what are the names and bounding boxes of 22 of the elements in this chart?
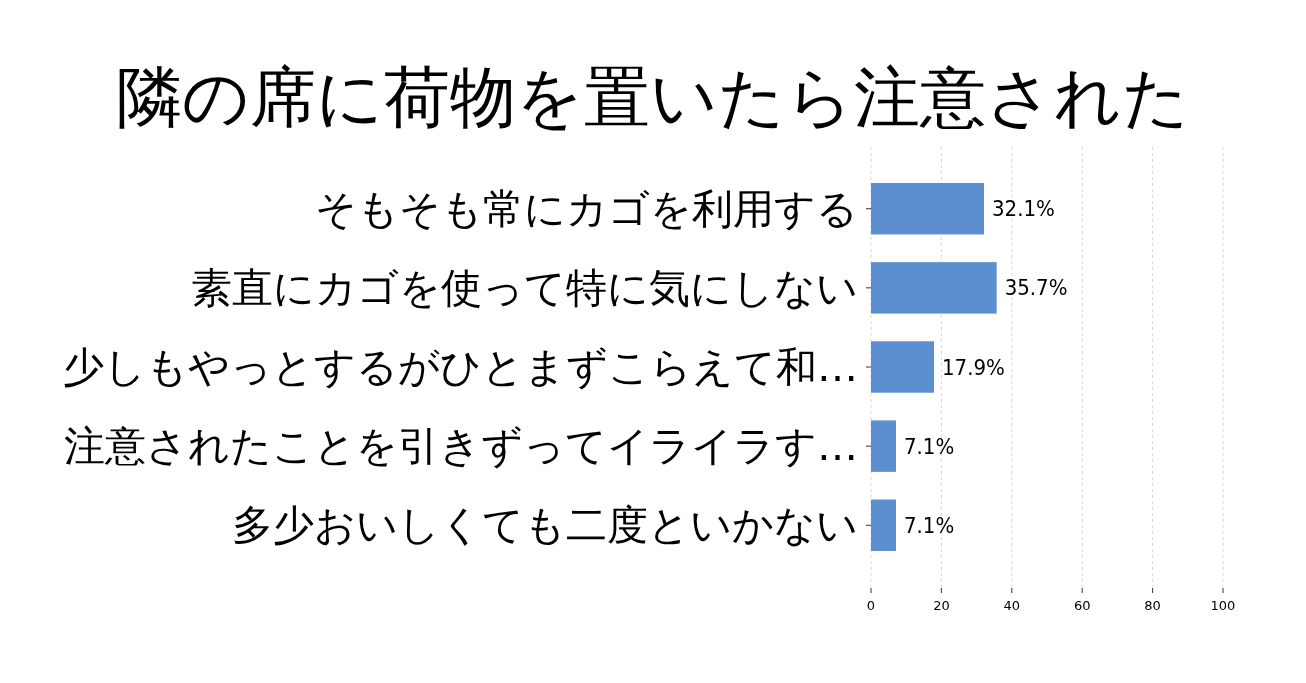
data-label: 32.1% bbox=[991, 196, 1055, 222]
bar bbox=[871, 262, 997, 314]
data-label: 7.1% bbox=[903, 433, 955, 459]
bar bbox=[871, 183, 984, 235]
data-label: 17.9% bbox=[942, 354, 1005, 380]
y-tick-label: 少しもやっとするがひとまずこらえて和… bbox=[63, 343, 858, 391]
bar bbox=[871, 499, 896, 551]
bar bbox=[871, 341, 935, 393]
x-tick-label: 20 bbox=[933, 598, 950, 613]
x-tick-label: 40 bbox=[1003, 598, 1021, 613]
y-tick-label: そもそも常にカゴを利用する bbox=[315, 184, 858, 233]
x-tick-label: 60 bbox=[1073, 598, 1091, 613]
x-tick-label: 0 bbox=[866, 598, 876, 613]
x-tick-label: 100 bbox=[1210, 598, 1236, 613]
chart-title: 隣の席に荷物を置いたら注意された bbox=[116, 59, 1190, 136]
x-tick-label: 80 bbox=[1144, 598, 1161, 613]
data-label: 7.1% bbox=[903, 512, 955, 538]
y-tick-label: 注意されたことを引きずってイライラす… bbox=[64, 422, 858, 471]
bar bbox=[871, 420, 896, 472]
data-label: 35.7% bbox=[1004, 275, 1068, 301]
y-tick-label: 多少おいしくても二度といかない bbox=[232, 501, 858, 550]
y-tick-label: 素直にカゴを使って特に気にしない bbox=[191, 263, 858, 312]
